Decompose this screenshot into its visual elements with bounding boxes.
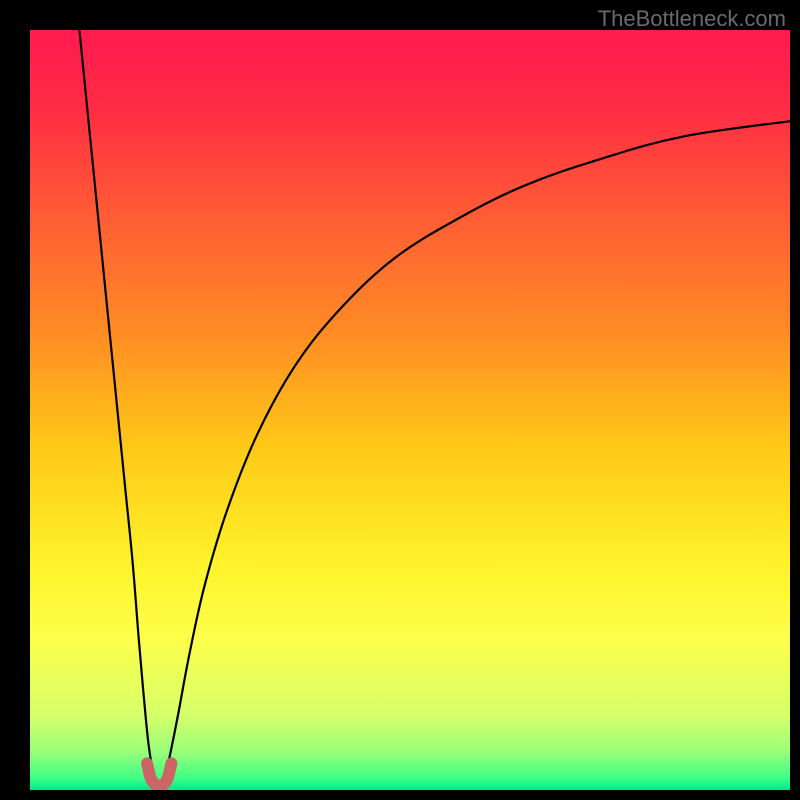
chart-container: TheBottleneck.com — [0, 0, 800, 800]
watermark-text: TheBottleneck.com — [598, 6, 786, 32]
bottleneck-curve — [30, 30, 790, 790]
chart-plot-area — [30, 30, 790, 790]
